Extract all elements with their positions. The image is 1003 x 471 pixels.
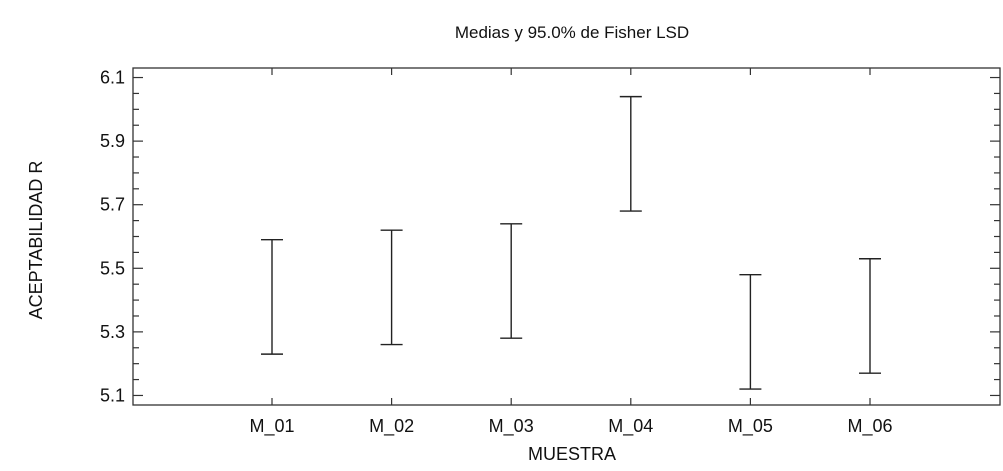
- x-tick-label: M_06: [847, 416, 892, 437]
- x-tick-label: M_05: [728, 416, 773, 437]
- error-bar: [859, 258, 881, 374]
- y-tick-label: 5.1: [100, 385, 125, 405]
- error-bar: [619, 95, 642, 212]
- y-axis: 5.1 5.3 5.5 5.7 5.9 6.1: [100, 68, 1000, 405]
- y-tick-label: 5.5: [100, 258, 125, 278]
- y-tick-label: 6.1: [100, 68, 125, 88]
- x-tick-label: M_03: [489, 416, 534, 437]
- error-bar: [500, 223, 523, 339]
- x-tick-label: M_02: [369, 416, 414, 437]
- y-tick-label: 5.7: [100, 195, 125, 215]
- x-tick-label: M_01: [249, 416, 294, 437]
- error-bars: [261, 95, 881, 390]
- x-axis: M_01 M_02 M_03 M_04 M_05 M_06: [249, 68, 893, 437]
- error-bar: [261, 238, 283, 355]
- error-bar: [739, 273, 762, 390]
- y-axis-label: ACEPTABILIDAD R: [26, 161, 46, 320]
- chart-title: Medias y 95.0% de Fisher LSD: [455, 23, 689, 42]
- x-axis-label: MUESTRA: [528, 444, 616, 464]
- y-tick-label: 5.9: [100, 131, 125, 151]
- x-tick-label: M_04: [608, 416, 653, 437]
- y-tick-label: 5.3: [100, 322, 125, 342]
- error-bar: [380, 229, 403, 346]
